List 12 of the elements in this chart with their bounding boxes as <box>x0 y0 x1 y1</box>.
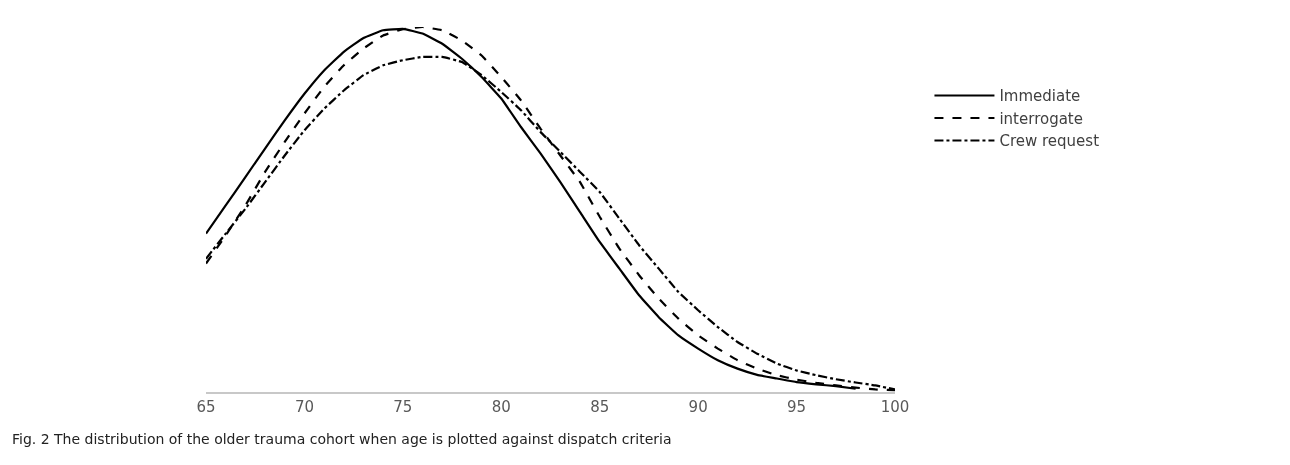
legend-label: Immediate <box>999 87 1081 106</box>
x-tick-label: 100 <box>880 397 910 416</box>
x-tick-label: 85 <box>590 397 610 416</box>
x-tick-label: 80 <box>491 397 511 416</box>
x-tick-label: 75 <box>393 397 413 416</box>
legend-label: interrogate <box>999 109 1083 128</box>
x-tick-label: 65 <box>196 397 216 416</box>
caption: Fig. 2 The distribution of the older trauma cohort when age is plotted against dispatch criteria <box>12 431 672 447</box>
legend-label: Crew request <box>999 132 1100 151</box>
x-tick-label: 95 <box>787 397 807 416</box>
x-tick-label: 90 <box>688 397 708 416</box>
x-tick-label: 70 <box>294 397 314 416</box>
